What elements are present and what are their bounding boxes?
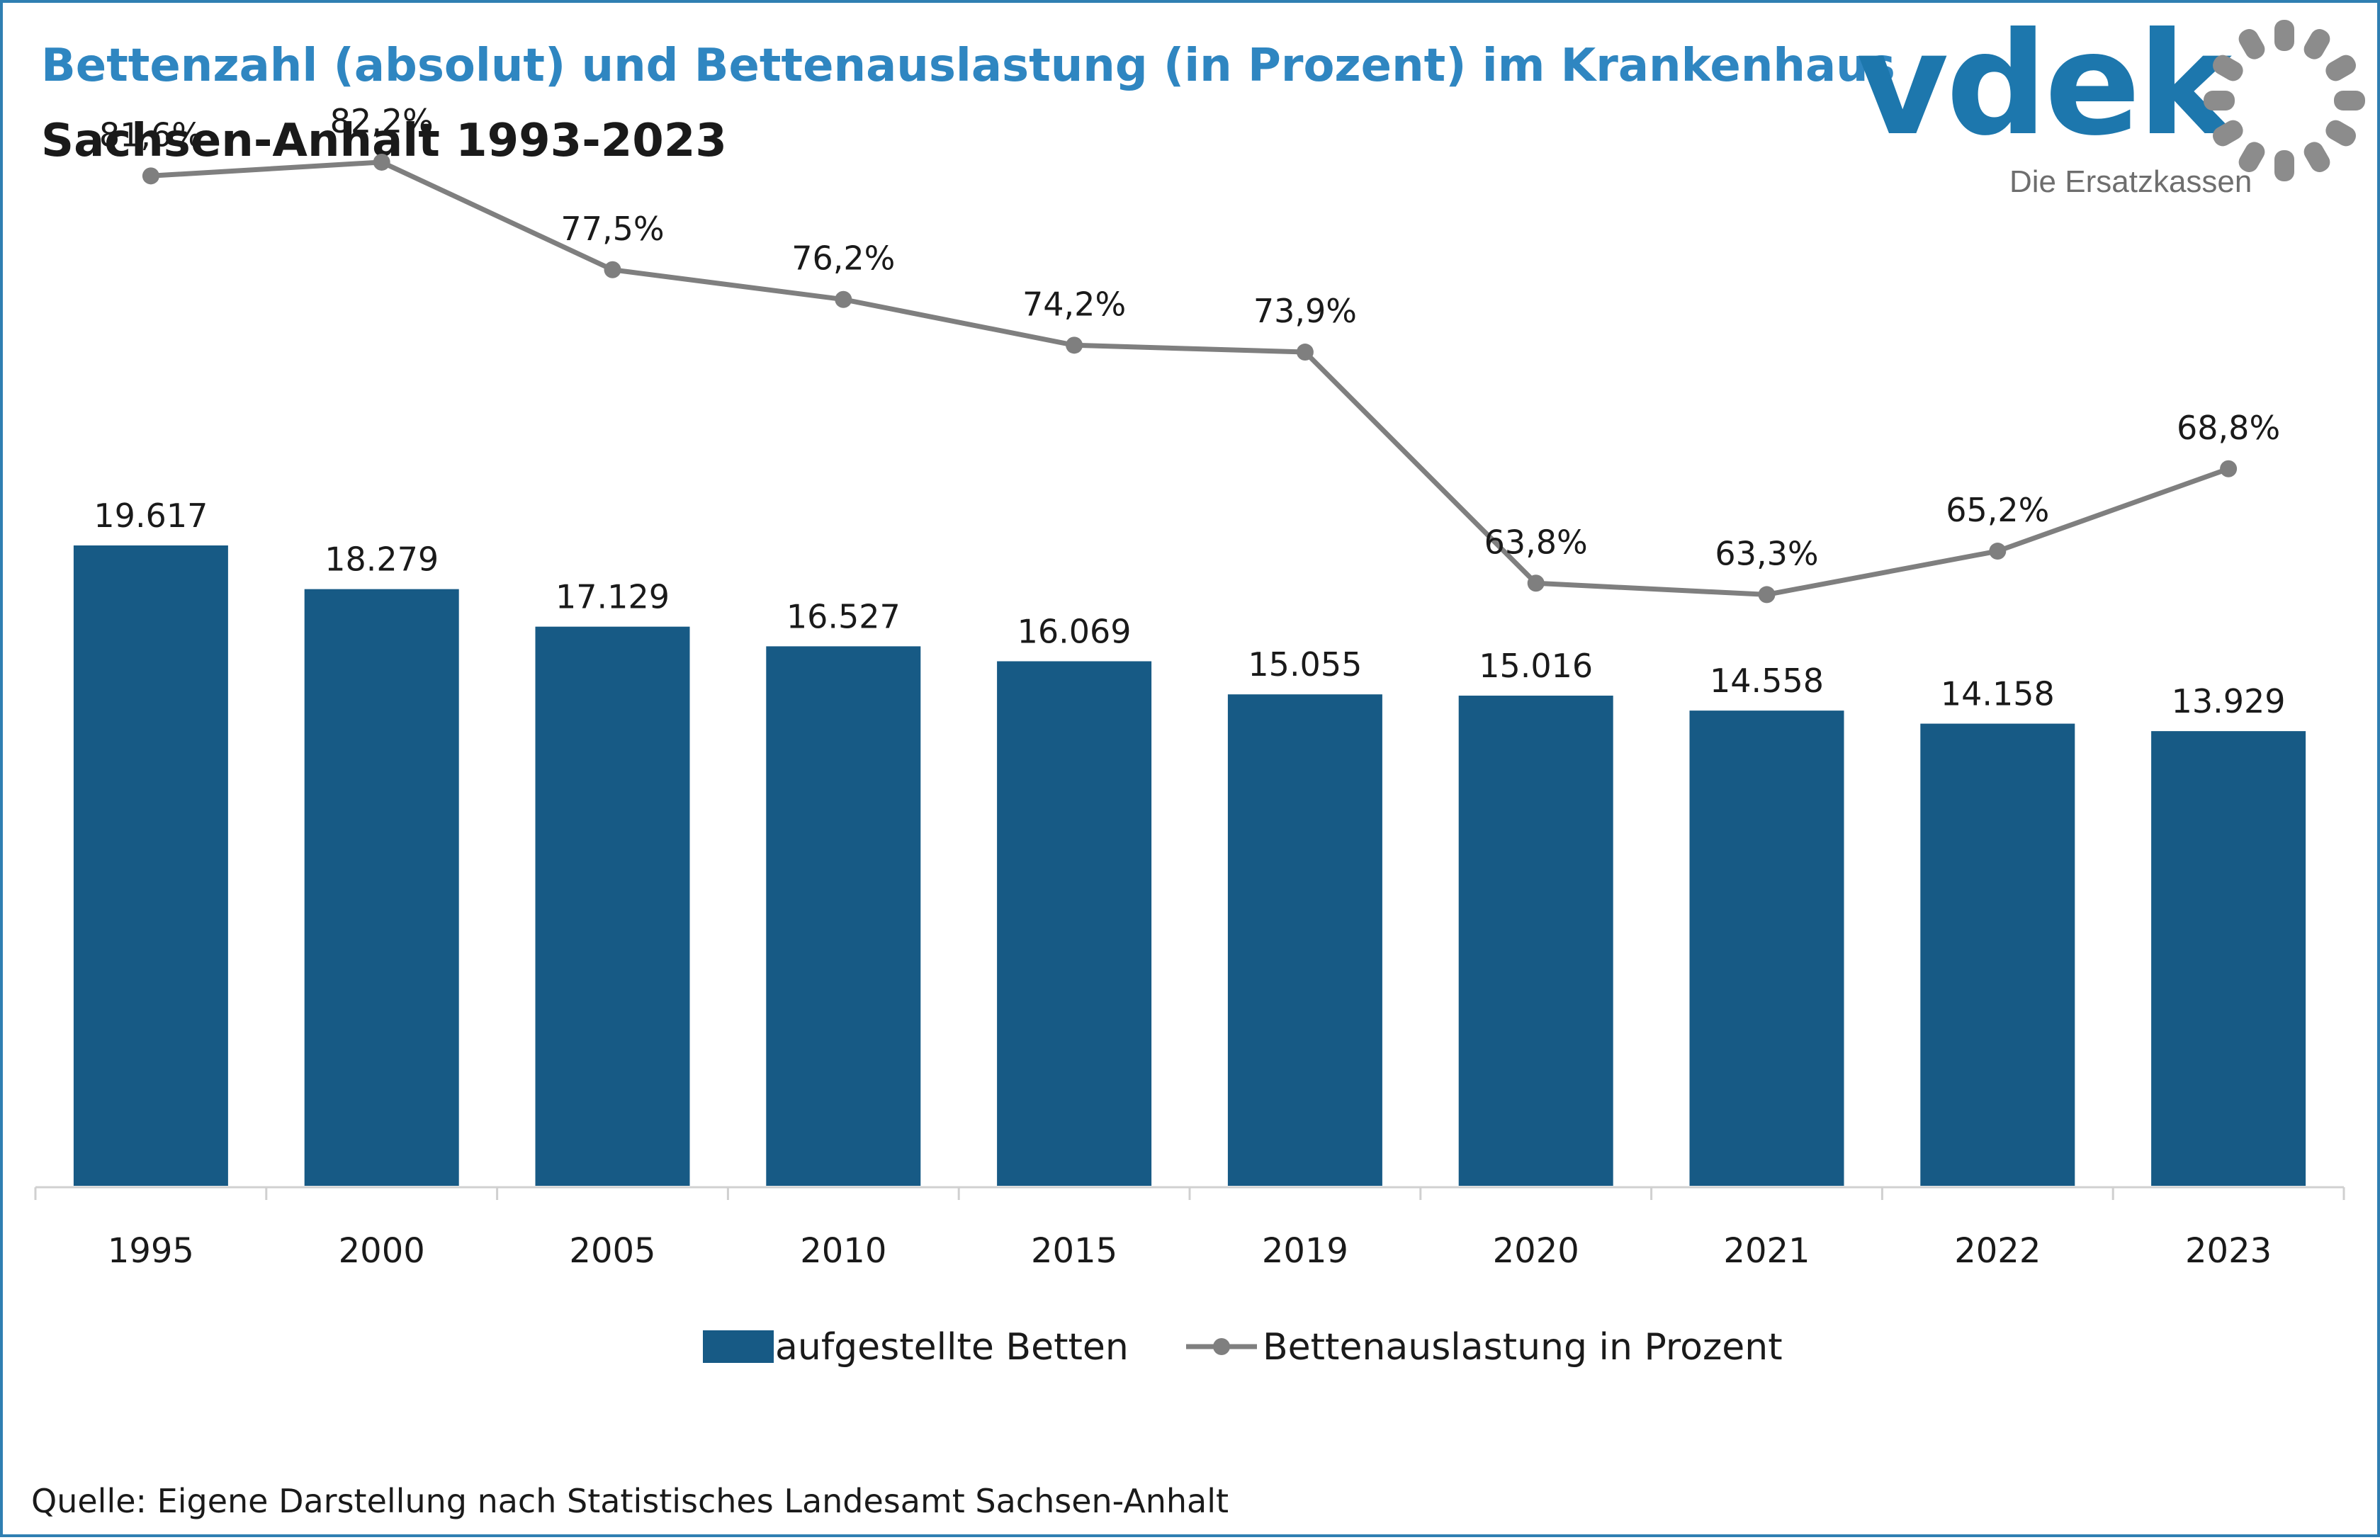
dotted-ring-icon — [2204, 20, 2365, 181]
bar-value-label: 15.055 — [1248, 645, 1362, 684]
line-value-label: 68,8% — [2177, 409, 2280, 447]
x-tick-label: 2022 — [1954, 1231, 2041, 1271]
bar-value-label: 17.129 — [555, 578, 670, 616]
legend-bar-label: aufgestellte Betten — [775, 1326, 1129, 1369]
bar-2000 — [304, 589, 459, 1186]
line-point-2010 — [835, 290, 852, 308]
logo-ring-segment — [2238, 29, 2265, 60]
bar-2015 — [997, 661, 1152, 1186]
x-tick-label: 2021 — [1723, 1231, 1810, 1271]
bar-2005 — [535, 626, 690, 1186]
bar-value-label: 16.069 — [1017, 613, 1132, 651]
logo-ring-segment — [2274, 150, 2294, 181]
logo-tagline: Die Ersatzkassen — [2009, 164, 2252, 199]
logo-ring-segment — [2213, 120, 2243, 147]
x-tick-label: 2005 — [569, 1231, 655, 1271]
bar-value-label: 15.016 — [1479, 647, 1593, 685]
bar-2010 — [766, 646, 921, 1186]
line-value-label: 63,8% — [1484, 523, 1588, 561]
line-value-label: 74,2% — [1022, 285, 1126, 323]
bar-value-label: 16.527 — [786, 597, 901, 635]
bar-2021 — [1689, 710, 1844, 1186]
line-point-2023 — [2220, 460, 2238, 477]
line-value-label: 65,2% — [1946, 491, 2049, 529]
logo-ring-segment — [2303, 142, 2330, 172]
x-tick-label: 2000 — [339, 1231, 425, 1271]
line-point-2021 — [1758, 586, 1776, 604]
x-tick-label: 2010 — [800, 1231, 886, 1271]
line-value-label: 76,2% — [791, 239, 895, 278]
vdek-logo: vdek Die Ersatzkassen — [1845, 2, 2369, 208]
logo-ring-segment — [2325, 55, 2356, 81]
logo-ring-segment — [2303, 29, 2330, 60]
logo-ring-segment — [2238, 142, 2265, 172]
line-value-label: 73,9% — [1253, 292, 1357, 330]
line-point-2000 — [373, 153, 390, 171]
line-series-auslastung — [150, 159, 2230, 597]
bar-value-label: 13.929 — [2172, 682, 2286, 720]
x-tick-label: 2019 — [1262, 1231, 1348, 1271]
legend-line-marker — [1213, 1338, 1230, 1355]
source-note: Quelle: Eigene Darstellung nach Statisti… — [31, 1482, 1229, 1520]
legend-line-label: Bettenauslastung in Prozent — [1263, 1326, 1783, 1369]
x-tick-label: 2015 — [1031, 1231, 1117, 1271]
bar-line-chart: 19.617 1995 18.279 2000 17.129 2005 16.527 2010… — [34, 102, 2345, 1369]
logo-ring-segment — [2204, 91, 2235, 111]
x-tick-label: 2023 — [2185, 1231, 2272, 1271]
logo-ring-segment — [2334, 91, 2365, 111]
line-point-2019 — [1296, 344, 1314, 361]
x-tick-label: 2020 — [1493, 1231, 1579, 1271]
logo-wordmark: vdek — [1856, 2, 2232, 167]
bar-2022 — [1920, 723, 2075, 1186]
line-point-2015 — [1066, 336, 1083, 354]
bar-2023 — [2151, 731, 2306, 1186]
logo-ring-segment — [2325, 120, 2356, 147]
line-value-label: 63,3% — [1715, 534, 1818, 572]
line-point-2005 — [604, 261, 621, 278]
logo-ring-segment — [2274, 20, 2294, 51]
bar-1995 — [73, 545, 228, 1186]
line-point-2022 — [1989, 543, 2007, 560]
bar-2020 — [1458, 696, 1613, 1186]
line-value-label: 82,2% — [330, 102, 434, 140]
line-value-label: 77,5% — [560, 210, 664, 248]
line-point-2020 — [1527, 574, 1545, 592]
chart-title: Bettenzahl (absolut) und Bettenauslastun… — [41, 40, 1895, 92]
bar-2019 — [1227, 694, 1382, 1186]
logo-ring-segment — [2213, 55, 2243, 81]
line-point-1995 — [142, 167, 159, 185]
line-value-label: 81,6% — [99, 115, 203, 154]
bar-value-label: 19.617 — [94, 497, 208, 535]
bar-value-label: 18.279 — [325, 540, 439, 579]
x-tick-label: 1995 — [108, 1231, 194, 1271]
legend-bar-swatch — [703, 1330, 774, 1363]
bar-value-label: 14.558 — [1710, 662, 1824, 700]
bar-value-label: 14.158 — [1941, 675, 2055, 713]
